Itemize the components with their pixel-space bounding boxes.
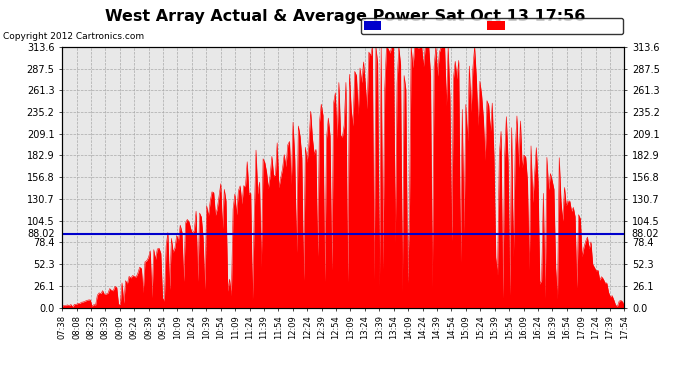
- Text: 88.02: 88.02: [631, 230, 659, 239]
- Text: West Array Actual & Average Power Sat Oct 13 17:56: West Array Actual & Average Power Sat Oc…: [105, 9, 585, 24]
- Text: 88.02: 88.02: [28, 230, 55, 239]
- Legend: Average  (DC Watts), West Array  (DC Watts): Average (DC Watts), West Array (DC Watts…: [361, 18, 623, 34]
- Text: Copyright 2012 Cartronics.com: Copyright 2012 Cartronics.com: [3, 32, 145, 41]
